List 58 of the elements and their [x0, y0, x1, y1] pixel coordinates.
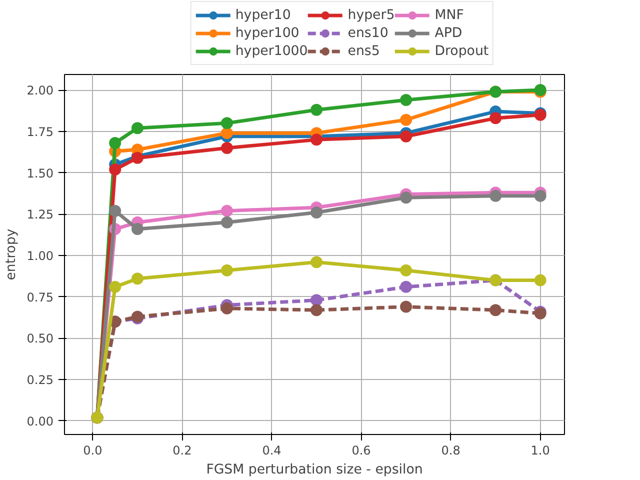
point — [109, 204, 122, 217]
point — [109, 137, 122, 149]
point — [131, 223, 144, 236]
point — [400, 192, 412, 204]
x-tick-label: 1.0 — [530, 444, 550, 458]
point — [490, 112, 502, 124]
point — [310, 304, 323, 316]
legend-label: ens5 — [348, 42, 380, 60]
point — [400, 114, 412, 126]
point — [400, 300, 412, 313]
point — [220, 142, 233, 154]
y-tick-label: 1.00 — [26, 248, 54, 263]
x-tick-label: 0.2 — [172, 444, 192, 458]
point — [310, 134, 323, 146]
y-tick-label: 0.50 — [26, 332, 54, 346]
point — [131, 122, 144, 134]
x-tick-label: 0.8 — [441, 444, 460, 458]
point — [109, 280, 122, 293]
point — [220, 204, 233, 217]
y-axis-title: entropy — [4, 228, 19, 280]
point — [131, 272, 144, 285]
point — [534, 190, 546, 202]
point — [310, 294, 323, 306]
point — [400, 94, 412, 106]
point — [310, 206, 323, 218]
y-tick-label: 1.75 — [26, 124, 54, 139]
point — [310, 104, 323, 116]
x-tick-label: 0.6 — [352, 444, 371, 458]
legend-label: hyper5 — [348, 6, 395, 24]
legend-label: hyper10 — [235, 6, 291, 24]
legend-label: Dropout — [434, 42, 489, 60]
legend-label: hyper100 — [235, 24, 300, 42]
y-tick-label: 1.25 — [26, 208, 54, 222]
y-tick-label: 1.50 — [26, 166, 54, 180]
legend-label: MNF — [434, 6, 464, 24]
legend-label: hyper1000 — [235, 42, 308, 60]
point — [400, 130, 412, 142]
y-tick-label: 0.25 — [26, 373, 54, 388]
point — [490, 190, 502, 202]
y-tick-label: 0.75 — [26, 290, 54, 304]
point — [220, 302, 233, 314]
y-tick-label: 2.00 — [26, 84, 54, 98]
point — [220, 127, 233, 140]
point — [310, 256, 323, 268]
point — [220, 216, 233, 228]
x-axis-title: FGSM perturbation size - epsilon — [206, 462, 423, 478]
x-tick-label: 0.0 — [83, 444, 102, 458]
point — [220, 117, 233, 130]
legend-label: ens10 — [348, 24, 388, 42]
x-tick-label: 0.4 — [262, 444, 282, 458]
point — [490, 304, 502, 316]
point — [400, 280, 412, 293]
legend-label: APD — [434, 24, 462, 42]
y-tick-label: 0.00 — [26, 414, 54, 428]
point — [400, 264, 412, 276]
point — [220, 264, 233, 276]
point — [109, 163, 122, 176]
point — [534, 274, 546, 286]
